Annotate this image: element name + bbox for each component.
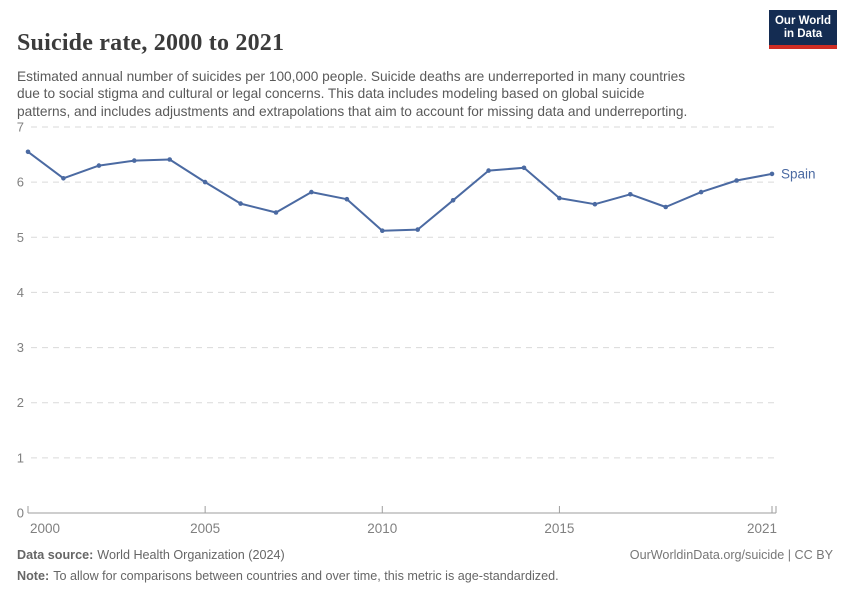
data-point-2020[interactable] [734,178,739,183]
y-tick-label-1: 1 [17,450,24,465]
y-tick-label-3: 3 [17,340,24,355]
data-point-2016[interactable] [592,201,598,207]
data-point-2010[interactable] [380,228,385,233]
x-tick-label-2015: 2015 [544,521,574,536]
data-point-2000[interactable] [25,149,31,155]
y-tick-label-6: 6 [17,175,24,190]
data-point-2014[interactable] [521,165,527,171]
x-tick-label-2000: 2000 [30,521,60,536]
y-tick-label-2: 2 [17,395,24,410]
data-source-line: Data source: World Health Organization (2… [17,548,285,562]
owid-logo-text: Our World in Data [769,10,837,45]
data-source-value: World Health Organization (2024) [97,548,285,562]
data-point-2008[interactable] [309,189,314,195]
chart-note: Note: To allow for comparisons between co… [17,569,559,583]
data-point-2006[interactable] [238,201,243,206]
x-tick-label-2005: 2005 [190,521,220,536]
data-point-2001[interactable] [61,176,66,181]
data-point-2004[interactable] [167,157,172,162]
owid-logo-line1: Our World [774,15,831,27]
owid-logo[interactable]: Our World in Data [769,10,837,49]
data-point-2015[interactable] [557,195,562,201]
y-tick-label-0: 0 [17,506,24,521]
owid-logo-line2: in Data [783,28,823,40]
note-value: To allow for comparisons between countri… [53,569,559,583]
data-point-2019[interactable] [698,189,704,195]
y-tick-label-5: 5 [17,230,24,245]
page-title: Suicide rate, 2000 to 2021 [17,30,285,57]
data-point-2007[interactable] [273,210,279,215]
data-point-2013[interactable] [486,168,491,173]
data-point-2012[interactable] [450,198,456,203]
data-point-2011[interactable] [415,227,421,232]
data-point-2005[interactable] [202,179,208,185]
chart-footer: Data source: World Health Organization (2… [17,548,833,562]
attribution-link[interactable]: OurWorldinData.org/suicide | CC BY [629,548,833,562]
data-point-2021[interactable] [769,171,775,177]
y-tick-label-4: 4 [17,285,24,300]
series-end-label-spain[interactable]: Spain [781,166,816,181]
data-source-label: Data source: [17,548,94,562]
data-point-2017[interactable] [628,192,633,197]
data-point-2009[interactable] [344,196,350,202]
x-tick-label-2021: 2021 [747,521,777,536]
line-chart: 0 1 2 3 4 5 6 7 2000 2005 2010 2015 2021 Spain [17,120,816,537]
data-point-2002[interactable] [96,163,102,168]
chart-subtitle: Estimated annual number of suicides per … [17,68,688,119]
series-line-spain [27,150,773,232]
note-label: Note: [17,569,50,583]
y-tick-label-7: 7 [17,120,24,135]
data-point-2018[interactable] [663,204,668,210]
x-tick-label-2010: 2010 [367,521,397,536]
data-point-2003[interactable] [132,158,137,163]
